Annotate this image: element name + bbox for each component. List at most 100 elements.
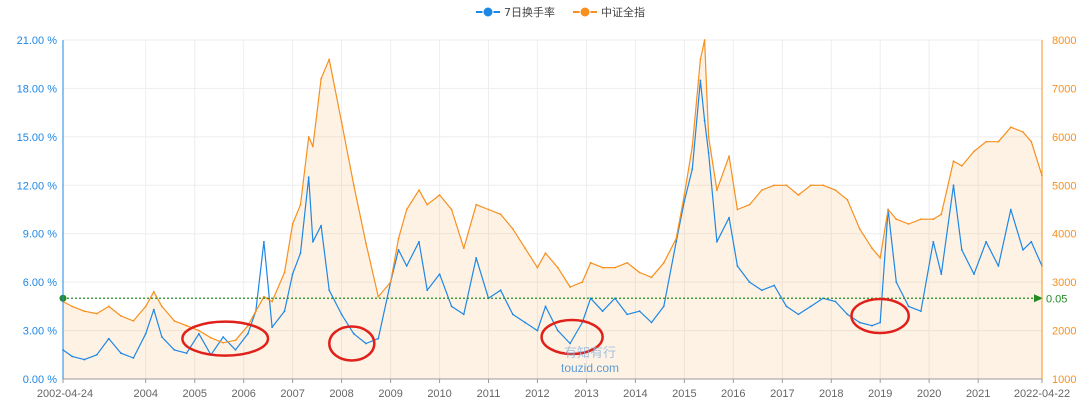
turnover-point <box>377 337 380 340</box>
index-point <box>1022 131 1024 133</box>
index-point <box>328 58 331 61</box>
turnover-point <box>601 310 604 313</box>
index-point <box>299 203 302 206</box>
turnover-point <box>1030 240 1033 243</box>
index-point <box>198 329 200 332</box>
index-point <box>365 242 367 245</box>
left-tick-label: 18.00 % <box>17 83 58 95</box>
index-point <box>475 203 478 206</box>
turnover-point <box>707 152 710 154</box>
turnover-point <box>760 289 763 292</box>
turnover-point <box>263 240 265 243</box>
index-point <box>834 189 837 192</box>
index-point <box>173 320 176 322</box>
x-tick-label: 2008 <box>329 388 353 400</box>
turnover-point <box>83 358 86 361</box>
index-point <box>291 223 294 225</box>
index-point <box>312 145 314 148</box>
turnover-point <box>71 355 73 358</box>
index-point <box>736 208 739 211</box>
index-point <box>675 237 678 240</box>
legend[interactable]: 7日换手率 中证全指 <box>476 5 645 19</box>
turnover-point <box>797 313 800 316</box>
index-point <box>785 184 788 187</box>
index-point <box>152 290 155 293</box>
x-tick-label: 2007 <box>280 388 304 400</box>
turnover-point <box>222 336 225 338</box>
turnover-point <box>307 176 310 179</box>
turnover-point <box>985 240 987 243</box>
turnover-point <box>785 305 788 308</box>
turnover-point <box>940 273 943 275</box>
legend-label: 7日换手率 <box>504 5 555 19</box>
turnover-point <box>748 281 751 283</box>
x-tick-label: 2006 <box>231 388 255 400</box>
turnover-point <box>879 321 882 324</box>
x-tick-label: 2015 <box>672 388 696 400</box>
turnover-point <box>536 329 539 332</box>
index-point <box>879 257 882 259</box>
index-point <box>271 300 273 303</box>
index-point <box>683 194 686 196</box>
turnover-point <box>132 357 135 359</box>
index-point <box>952 160 955 163</box>
right-tick-label: 7000 <box>1052 83 1076 95</box>
turnover-point <box>320 224 322 227</box>
turnover-point <box>997 265 1000 267</box>
index-point <box>83 310 86 313</box>
turnover-point <box>107 337 110 340</box>
turnover-point <box>524 321 526 324</box>
reference-label: 0.05 <box>1046 293 1067 305</box>
turnover-point <box>952 184 955 187</box>
turnover-point <box>247 332 249 335</box>
turnover-point <box>675 240 678 243</box>
turnover-point <box>405 265 408 267</box>
turnover-point <box>299 252 302 255</box>
index-point <box>691 145 694 148</box>
index-point <box>397 237 400 240</box>
index-point <box>405 208 408 211</box>
index-point <box>120 315 122 317</box>
turnover-point <box>871 324 873 327</box>
tick-labels: 0.00 % 3.00 % 6.00 % 9.00 % 12.00 % 15.00 % 18… <box>17 35 1077 400</box>
highlight-ellipse <box>328 325 376 362</box>
index-point <box>797 194 800 196</box>
legend-swatch-dot <box>482 6 494 18</box>
index-point <box>185 324 188 327</box>
index-point <box>1030 140 1033 143</box>
index-point <box>699 58 702 61</box>
turnover-point <box>569 342 571 345</box>
turnover-point <box>662 305 665 308</box>
turnover-point <box>144 332 147 335</box>
right-tick-label: 3000 <box>1052 277 1076 289</box>
right-tick-label: 4000 <box>1052 229 1076 241</box>
index-point <box>210 336 212 339</box>
turnover-point <box>699 79 702 82</box>
index-point <box>161 305 163 308</box>
index-point <box>887 208 889 211</box>
index-point <box>144 305 147 308</box>
index-point <box>556 266 559 269</box>
turnover-point <box>973 273 975 275</box>
turnover-point <box>475 257 478 259</box>
index-point <box>107 305 110 308</box>
turnover-line <box>62 79 1043 361</box>
index-point <box>438 194 441 196</box>
index-point <box>340 121 343 124</box>
x-tick-label: 2010 <box>427 388 451 400</box>
index-point <box>418 189 420 192</box>
turnover-point <box>426 289 429 292</box>
left-tick-label: 0.00 % <box>23 374 57 386</box>
turnover-point <box>152 308 155 311</box>
index-line <box>62 39 1043 344</box>
legend-swatch-dot <box>579 6 591 18</box>
index-point <box>389 281 392 283</box>
turnover-point <box>328 289 331 292</box>
index-point <box>536 266 539 269</box>
turnover-point <box>418 240 420 243</box>
index-point <box>773 184 776 187</box>
turnover-point <box>907 305 910 308</box>
turnover-point <box>650 321 653 324</box>
index-point <box>426 203 429 206</box>
